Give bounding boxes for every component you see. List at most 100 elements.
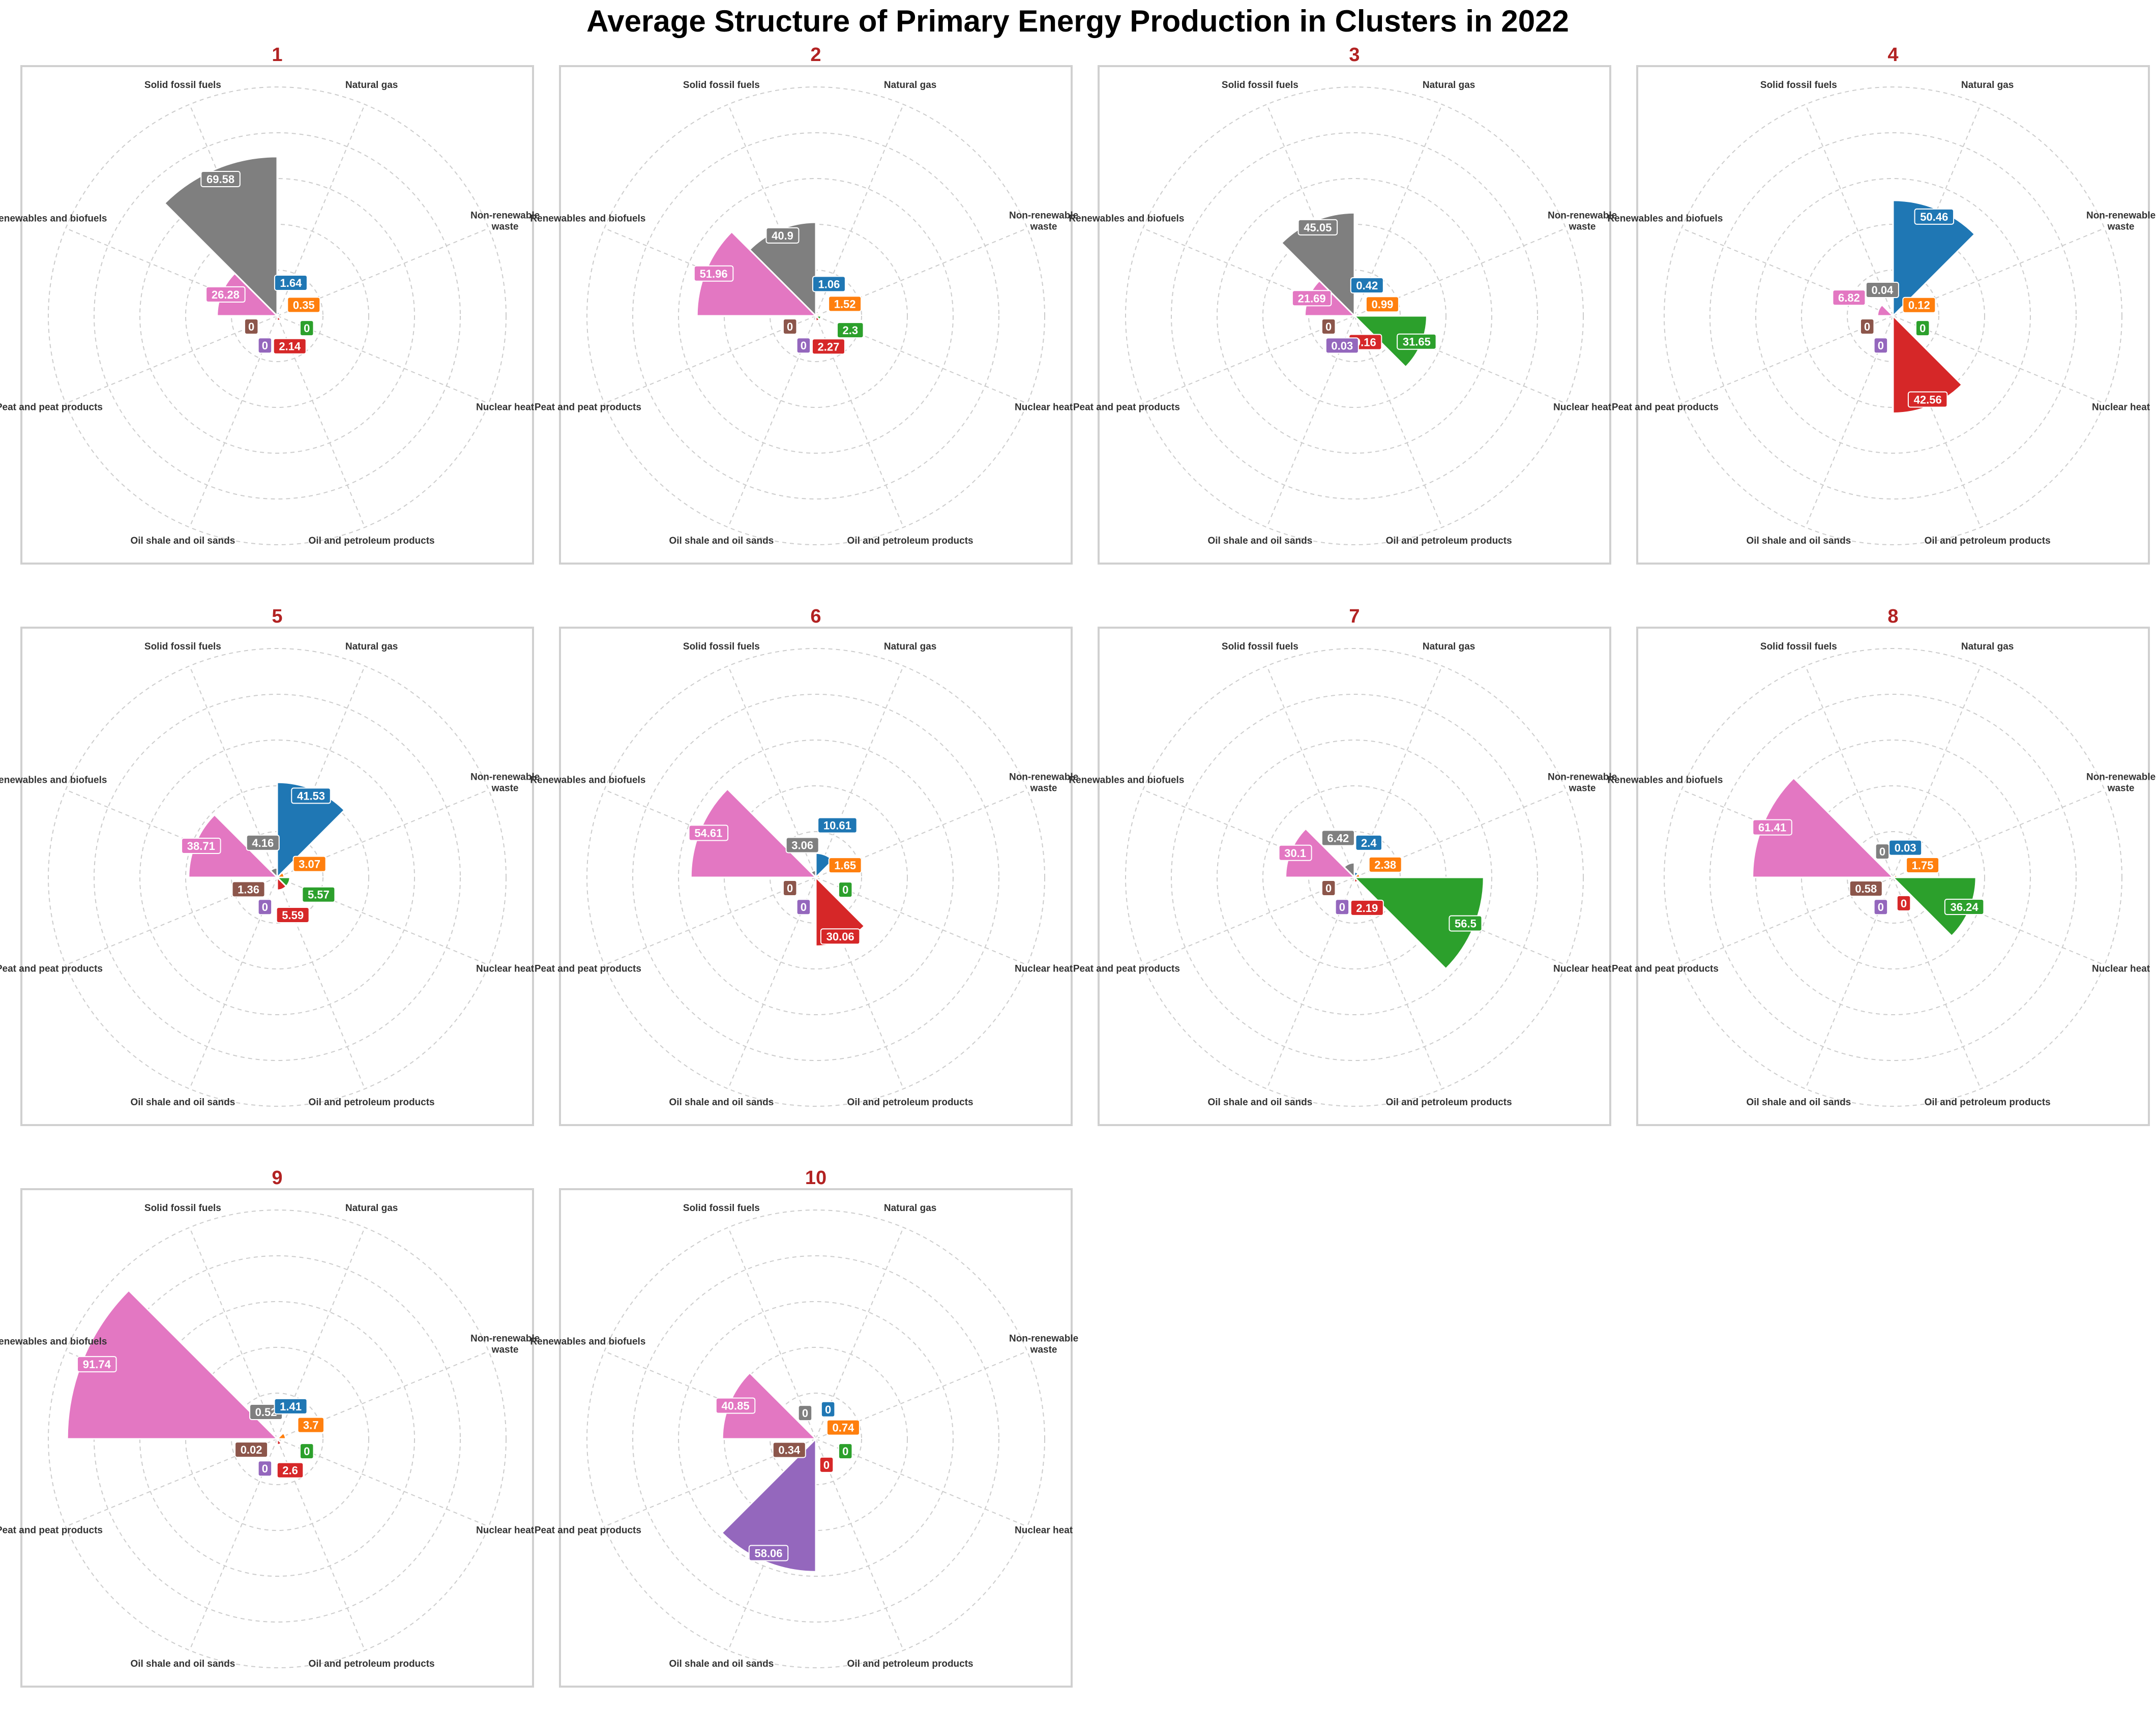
- value-label-bg: [1888, 839, 1923, 856]
- value-label-bg: [772, 1441, 806, 1458]
- value-label-solid-fossil-fuels: 0: [1879, 845, 1885, 858]
- value-label-oil-and-petroleum-products: 2.6: [282, 1464, 298, 1477]
- category-label-renewables-and-biofuels: Renewables and biofuels: [1607, 775, 1723, 785]
- category-label-peat-and-peat-products: Peat and peat products: [0, 402, 103, 413]
- value-label-bg: [1397, 333, 1437, 350]
- category-label-solid-fossil-fuels: Solid fossil fuels: [1222, 641, 1298, 652]
- grid-circle: [586, 648, 1045, 1107]
- polar-chart-9: 9 Solid fossil fuels Natural gas Non-renewa…: [0, 1167, 540, 1688]
- grid-spoke: [1681, 315, 1894, 404]
- category-label-oil-shale-and-oil-sands: Oil shale and oil sands: [669, 1097, 774, 1108]
- value-label-oil-and-petroleum-products: 5.59: [282, 909, 304, 922]
- grid-circle: [1125, 86, 1584, 545]
- value-label-bg: [1873, 337, 1888, 354]
- value-label-bg: [838, 881, 853, 898]
- grid-circle: [1801, 785, 1985, 969]
- panel-title: 3: [1349, 44, 1360, 66]
- value-label-peat-and-peat-products: 0: [1864, 320, 1870, 333]
- wedge-oil-and-petroleum-products: [276, 1437, 283, 1446]
- value-label-bg: [820, 928, 861, 945]
- value-label-bg: [302, 886, 336, 903]
- value-label-non-renewable-waste: 1.65: [834, 859, 856, 872]
- value-label-bg: [1321, 880, 1336, 897]
- category-label-solid-fossil-fuels: Solid fossil fuels: [144, 641, 221, 652]
- value-label-oil-and-petroleum-products: 30.06: [826, 930, 854, 943]
- value-label-bg: [1859, 318, 1875, 335]
- grid-circle: [586, 1210, 1045, 1668]
- grid-circle: [1755, 178, 2031, 454]
- value-label-bg: [1832, 289, 1866, 306]
- value-label-solid-fossil-fuels: 3.06: [791, 839, 813, 851]
- value-label-bg: [1873, 899, 1888, 916]
- category-label-renewables-and-biofuels: Renewables and biofuels: [530, 775, 645, 785]
- category-label-peat-and-peat-products: Peat and peat products: [535, 402, 641, 413]
- category-label-nuclear-heat: Nuclear heat: [476, 1525, 535, 1536]
- category-label-oil-and-petroleum-products: Oil and petroleum products: [1386, 536, 1512, 546]
- value-label-natural-gas: 50.46: [1920, 211, 1948, 223]
- category-label-nuclear-heat: Nuclear heat: [1015, 1525, 1073, 1536]
- value-label-non-renewable-waste: 2.38: [1374, 859, 1396, 871]
- value-label-bg: [1849, 880, 1883, 897]
- category-label-oil-and-petroleum-products: Oil and petroleum products: [1386, 1097, 1512, 1108]
- category-label-nuclear-heat: Nuclear heat: [1553, 402, 1612, 413]
- category-label-solid-fossil-fuels: Solid fossil fuels: [1760, 80, 1837, 91]
- value-label-oil-shale-and-oil-sands: 0: [801, 339, 807, 352]
- category-label-non-renewable-waste: Non-renewable waste: [1009, 210, 1078, 232]
- value-label-oil-shale-and-oil-sands: 0: [1878, 901, 1884, 913]
- value-label-peat-and-peat-products: 0.34: [778, 1444, 801, 1457]
- category-label-natural-gas: Natural gas: [884, 80, 936, 91]
- value-label-bg: [1321, 318, 1336, 335]
- grid-circle: [185, 1347, 369, 1531]
- value-label-bg: [819, 1456, 834, 1473]
- grid-circle: [48, 1210, 507, 1668]
- value-label-bg: [1335, 899, 1350, 916]
- grid-circle: [94, 132, 461, 499]
- category-label-natural-gas: Natural gas: [345, 641, 398, 652]
- value-label-bg: [782, 880, 798, 897]
- value-label-bg: [1325, 337, 1359, 354]
- category-label-nuclear-heat: Nuclear heat: [476, 402, 535, 413]
- wedge-non-renewable-waste: [814, 873, 820, 878]
- value-label-bg: [1906, 857, 1940, 873]
- value-label-bg: [231, 881, 265, 898]
- value-label-bg: [276, 1462, 304, 1479]
- value-label-peat-and-peat-products: 0: [1325, 320, 1332, 333]
- value-label-bg: [244, 318, 259, 335]
- value-label-oil-shale-and-oil-sands: 0: [801, 901, 807, 913]
- value-label-nuclear-heat: 36.24: [1951, 901, 1979, 913]
- grid-circle: [48, 86, 507, 545]
- value-label-bg: [299, 1443, 314, 1460]
- value-label-bg: [257, 337, 273, 354]
- value-label-nuclear-heat: 2.3: [842, 324, 858, 337]
- value-label-bg: [1297, 219, 1338, 235]
- value-label-solid-fossil-fuels: 69.58: [206, 173, 234, 186]
- value-label-natural-gas: 2.4: [1361, 837, 1377, 849]
- value-label-oil-and-petroleum-products: 0: [823, 1459, 830, 1471]
- value-label-natural-gas: 1.06: [818, 278, 840, 290]
- value-label-bg: [287, 297, 321, 313]
- grid-circle: [678, 740, 954, 1015]
- value-label-bg: [1355, 834, 1382, 851]
- panel-title: 1: [272, 44, 282, 66]
- category-label-renewables-and-biofuels: Renewables and biofuels: [1069, 213, 1184, 224]
- category-label-oil-shale-and-oil-sands: Oil shale and oil sands: [1746, 536, 1851, 546]
- category-label-non-renewable-waste: Non-renewable waste: [1009, 1333, 1078, 1355]
- value-label-bg: [837, 322, 864, 339]
- value-label-renewables-and-biofuels: 38.71: [187, 840, 215, 852]
- grid-spoke: [1142, 877, 1355, 966]
- category-label-peat-and-peat-products: Peat and peat products: [535, 1525, 641, 1536]
- polar-chart-5: 5 Solid fossil fuels Natural gas Non-renewa…: [0, 606, 540, 1126]
- category-label-peat-and-peat-products: Peat and peat products: [0, 1525, 103, 1536]
- value-label-non-renewable-waste: 0.35: [293, 299, 315, 311]
- value-label-natural-gas: 10.61: [823, 819, 851, 832]
- category-label-non-renewable-waste: Non-renewable waste: [1009, 772, 1078, 793]
- category-label-renewables-and-biofuels: Renewables and biofuels: [1607, 213, 1723, 224]
- value-label-bg: [796, 337, 811, 354]
- value-label-renewables-and-biofuels: 6.82: [1838, 291, 1860, 304]
- value-label-bg: [181, 838, 221, 854]
- grid-circle: [586, 86, 1045, 545]
- category-label-natural-gas: Natural gas: [1961, 641, 2014, 652]
- category-label-peat-and-peat-products: Peat and peat products: [535, 964, 641, 975]
- value-label-oil-shale-and-oil-sands: 0: [262, 901, 268, 913]
- category-label-peat-and-peat-products: Peat and peat products: [0, 964, 103, 975]
